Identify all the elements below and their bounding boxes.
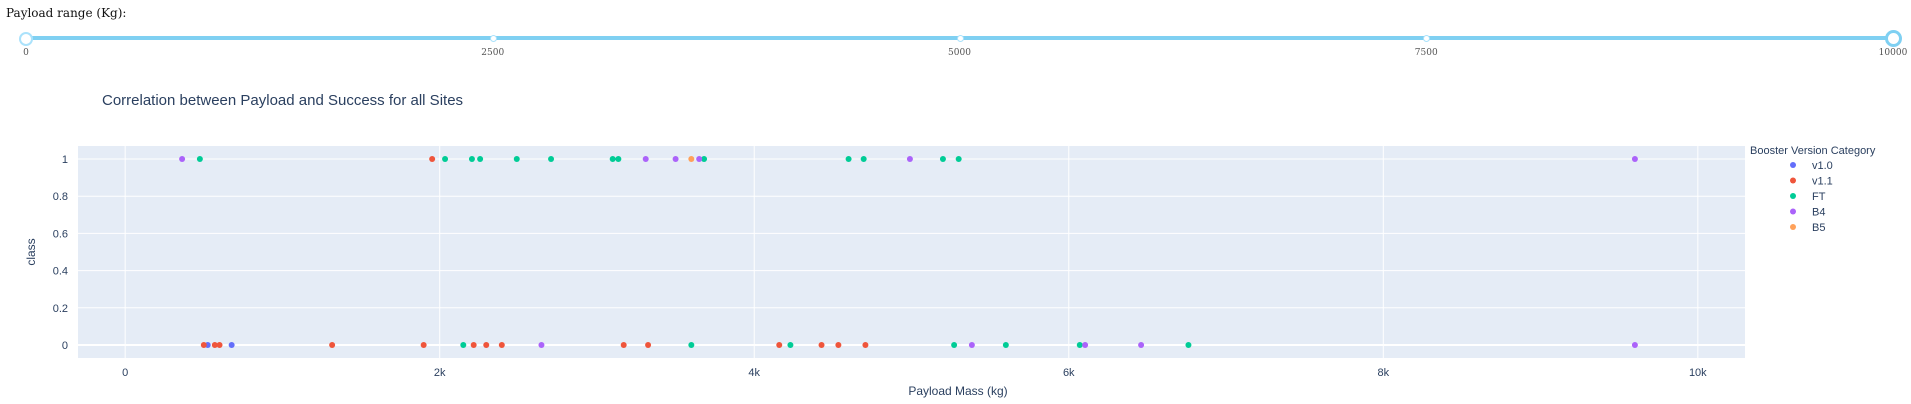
scatter-point-ft — [1002, 341, 1009, 348]
y-tick-label: 0.4 — [53, 266, 68, 278]
scatter-point-v1-1 — [329, 341, 336, 348]
scatter-point-ft — [196, 156, 203, 163]
slider-mark-dot — [956, 35, 964, 42]
scatter-point-ft — [548, 156, 555, 163]
legend: v1.0 v1.1 FT B4 B5 — [1790, 160, 1833, 234]
scatter-point-v1-1 — [470, 341, 477, 348]
legend-label: v1.0 — [1812, 160, 1833, 172]
scatter-point-b4 — [179, 156, 186, 163]
scatter-point-v1-1 — [498, 341, 505, 348]
scatter-point-ft — [513, 156, 520, 163]
scatter-point-ft — [477, 156, 484, 163]
slider-mark-dot — [1423, 35, 1431, 42]
scatter-point-b4 — [1631, 341, 1638, 348]
slider-mark-label: 2500 — [481, 48, 505, 58]
y-tick-label: 0.6 — [53, 228, 68, 240]
y-tick-label: 0.2 — [53, 303, 68, 315]
scatter-point-ft — [787, 341, 794, 348]
scatter-point-ft — [460, 341, 467, 348]
x-axis-title: Payload Mass (kg) — [908, 384, 1007, 398]
scatter-point-v1-1 — [835, 341, 842, 348]
slider-mark-dot — [489, 35, 497, 42]
scatter-point-ft — [951, 341, 958, 348]
scatter-point-v1-1 — [818, 341, 825, 348]
payload-success-scatter-chart: Correlation between Payload and Success … — [24, 92, 1876, 398]
scatter-point-v1-1 — [776, 341, 783, 348]
scatter-point-v1-1 — [211, 341, 218, 348]
slider-label: Payload range (Kg): — [6, 6, 127, 20]
y-tick-label: 1 — [62, 154, 68, 166]
legend-label: v1.1 — [1812, 176, 1833, 188]
slider-handle-low[interactable] — [19, 32, 33, 46]
scatter-point-b4 — [1631, 156, 1638, 163]
y-tick-label: 0 — [62, 340, 68, 352]
scatter-point-v1-1 — [620, 341, 627, 348]
y-tick-label: 0.8 — [53, 191, 68, 203]
scatter-point-ft — [701, 156, 708, 163]
scatter-point-ft — [845, 156, 852, 163]
scatter-point-ft — [955, 156, 962, 163]
scatter-point-ft — [609, 156, 616, 163]
x-tick-label: 2k — [434, 367, 446, 379]
scatter-point-b4 — [906, 156, 913, 163]
scatter-point-ft — [860, 156, 867, 163]
x-tick-label: 4k — [748, 367, 760, 379]
plot-background — [78, 146, 1745, 358]
x-tick-label: 10k — [1689, 367, 1707, 379]
scatter-point-b4 — [642, 156, 649, 163]
x-tick-label: 8k — [1377, 367, 1389, 379]
scatter-point-ft — [1076, 341, 1083, 348]
scatter-point-v1-1 — [862, 341, 869, 348]
slider-mark-label: 7500 — [1414, 48, 1438, 58]
scatter-point-ft — [468, 156, 475, 163]
scatter-point-v1-1 — [216, 341, 223, 348]
scatter-point-b4 — [538, 341, 545, 348]
chart-title: Correlation between Payload and Success … — [102, 92, 463, 109]
scatter-point-v1-0 — [228, 341, 235, 348]
legend-title: Booster Version Category — [1750, 145, 1876, 157]
scatter-point-v1-1 — [483, 341, 490, 348]
x-tick-label: 0 — [122, 367, 128, 379]
legend-marker — [1790, 162, 1796, 168]
scatter-point-b4 — [672, 156, 679, 163]
scatter-point-v1-1 — [645, 341, 652, 348]
y-axis-title: class — [24, 238, 38, 265]
scatter-point-ft — [442, 156, 449, 163]
legend-label: B4 — [1812, 207, 1825, 219]
scatter-point-v1-1 — [429, 156, 436, 163]
scatter-point-ft — [939, 156, 946, 163]
slider-mark-label: 5000 — [948, 48, 971, 58]
scatter-point-b5 — [688, 156, 695, 163]
legend-marker — [1790, 177, 1796, 184]
slider-handle-high[interactable] — [1885, 30, 1902, 47]
scatter-point-b4 — [1138, 341, 1145, 348]
legend-marker — [1790, 224, 1796, 230]
scatter-point-ft — [1185, 341, 1192, 348]
scatter-point-ft — [615, 156, 622, 163]
scatter-point-b4 — [696, 156, 703, 163]
scatter-point-ft — [688, 341, 695, 348]
x-tick-label: 6k — [1063, 367, 1075, 379]
slider-mark-label: 10000 — [1878, 48, 1908, 58]
scatter-point-b4 — [968, 341, 975, 348]
legend-marker — [1790, 193, 1796, 199]
legend-label: FT — [1812, 191, 1826, 203]
scatter-point-v1-1 — [200, 341, 207, 348]
scatter-point-v1-1 — [420, 341, 427, 348]
payload-range-slider: Payload range (Kg): 0 2500 5000 7500 10000 — [0, 0, 1911, 75]
slider-mark-label: 0 — [23, 48, 29, 58]
scatter-point-b4 — [1082, 341, 1089, 348]
legend-label: B5 — [1812, 222, 1825, 234]
legend-marker — [1790, 208, 1796, 215]
